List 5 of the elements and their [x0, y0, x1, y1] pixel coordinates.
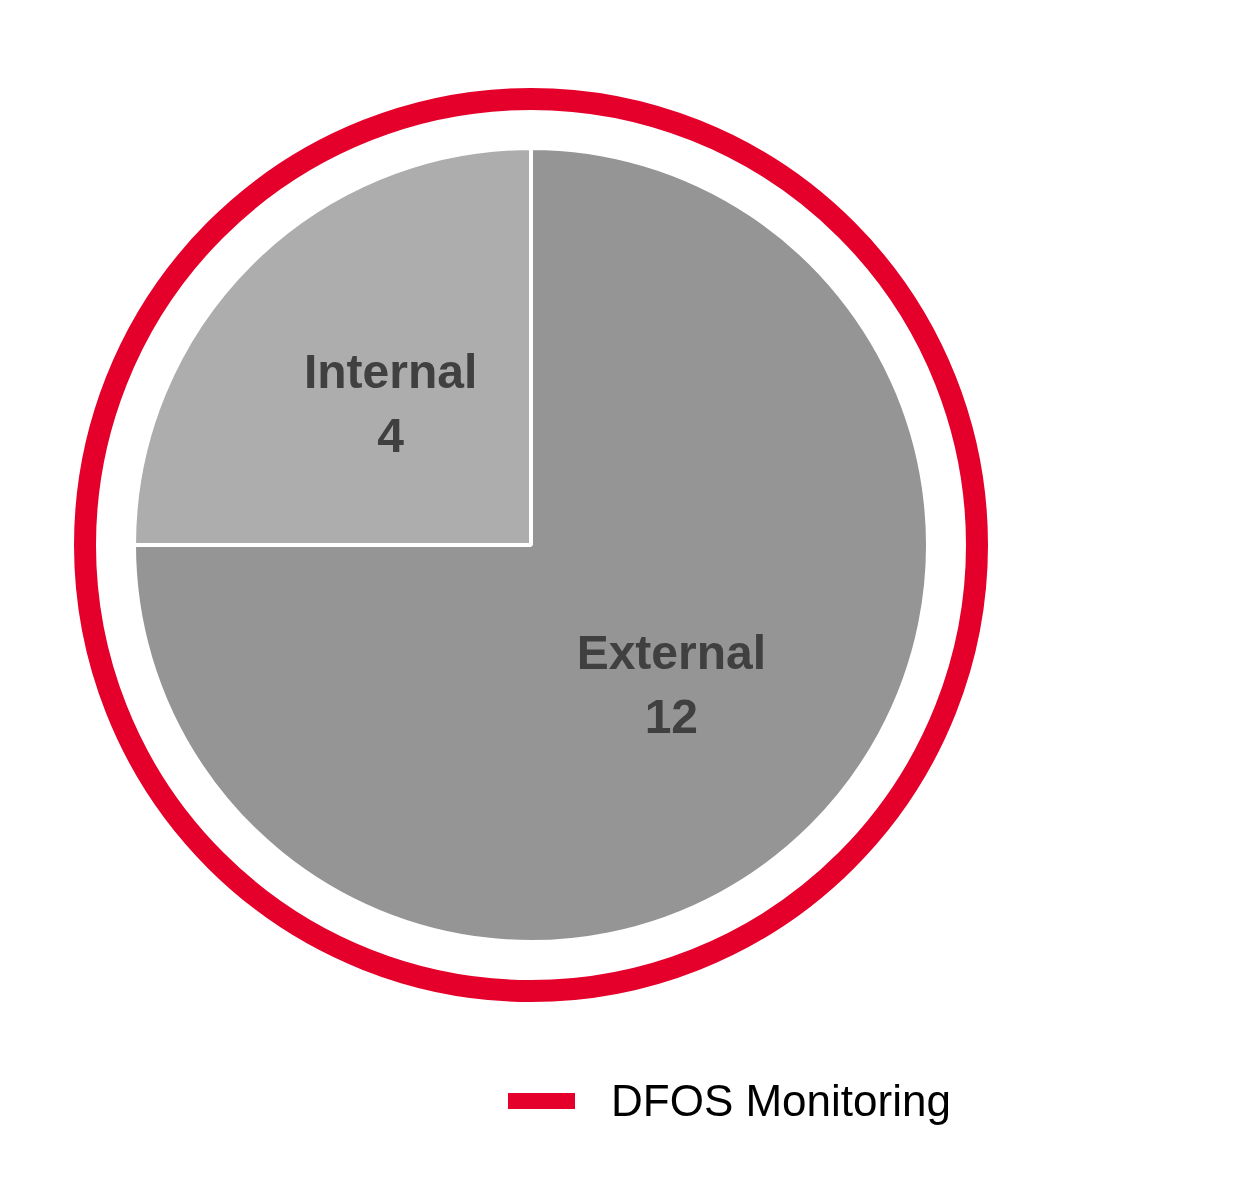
data-label: 12: [644, 689, 699, 743]
data-label: 4: [377, 408, 405, 462]
slice-label: External: [576, 625, 767, 679]
slice-label: Internal: [303, 344, 478, 398]
text: DFOS Monitoring: [611, 1076, 951, 1126]
